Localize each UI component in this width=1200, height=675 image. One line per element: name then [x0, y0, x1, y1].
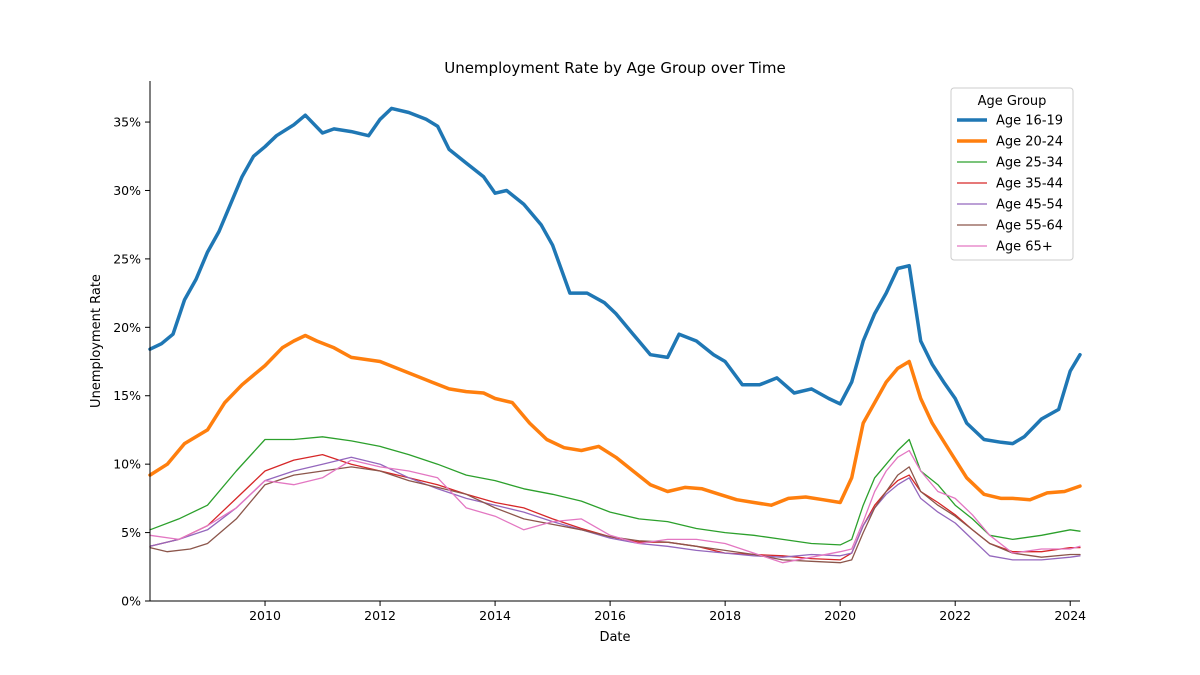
y-tick-label: 20%	[113, 320, 141, 335]
series-layer	[148, 106, 1082, 564]
series-line-age-25-34	[149, 436, 1081, 546]
y-axis-label: Unemployment Rate	[89, 274, 104, 408]
legend-label: Age 55-64	[996, 219, 1063, 234]
y-tick-label: 30%	[113, 183, 141, 198]
series-line-age-65-	[149, 449, 1081, 564]
series-line-age-45-54	[149, 456, 1081, 561]
legend-label: Age 25-34	[996, 156, 1063, 171]
legend-label: Age 65+	[996, 240, 1053, 255]
y-tick-label: 10%	[113, 457, 141, 472]
series-line-age-55-64	[149, 466, 1081, 564]
plot-area: 2010 2012 2014 2016 2018 2020 2022 2024 0% 5% 10%…	[113, 81, 1086, 623]
x-tick-label: 2018	[709, 608, 741, 623]
legend-items: Age 16-19 Age 20-24 Age 25-34 Age 35-44 Age …	[957, 114, 1063, 255]
y-tick-label: 35%	[113, 115, 141, 130]
x-tick-label: 2016	[594, 608, 626, 623]
legend-box	[950, 87, 1074, 261]
y-tick-label: 15%	[113, 388, 141, 403]
series-line-age-20-24	[148, 333, 1082, 507]
legend-label: Age 20-24	[996, 135, 1063, 150]
y-tick-label: 5%	[121, 525, 141, 540]
x-tick-label: 2022	[939, 608, 971, 623]
x-axis-label: Date	[599, 630, 630, 645]
x-ticks: 2010 2012 2014 2016 2018 2020 2022 2024	[249, 601, 1086, 623]
y-tick-label: 0%	[121, 594, 141, 609]
x-tick-label: 2024	[1054, 608, 1086, 623]
legend-title: Age Group	[978, 94, 1047, 109]
legend-label: Age 45-54	[996, 198, 1063, 213]
y-ticks: 0% 5% 10% 15% 20% 25% 30% 35%	[113, 115, 150, 609]
x-tick-label: 2010	[249, 608, 281, 623]
x-tick-label: 2014	[479, 608, 511, 623]
legend-label: Age 35-44	[996, 177, 1063, 192]
series-line-age-35-44	[149, 453, 1081, 561]
x-tick-label: 2020	[824, 608, 856, 623]
legend-label: Age 16-19	[996, 114, 1063, 129]
chart-title: Unemployment Rate by Age Group over Time	[444, 59, 786, 77]
y-tick-label: 25%	[113, 251, 141, 266]
x-tick-label: 2012	[364, 608, 396, 623]
series-line-age-16-19	[148, 106, 1082, 446]
